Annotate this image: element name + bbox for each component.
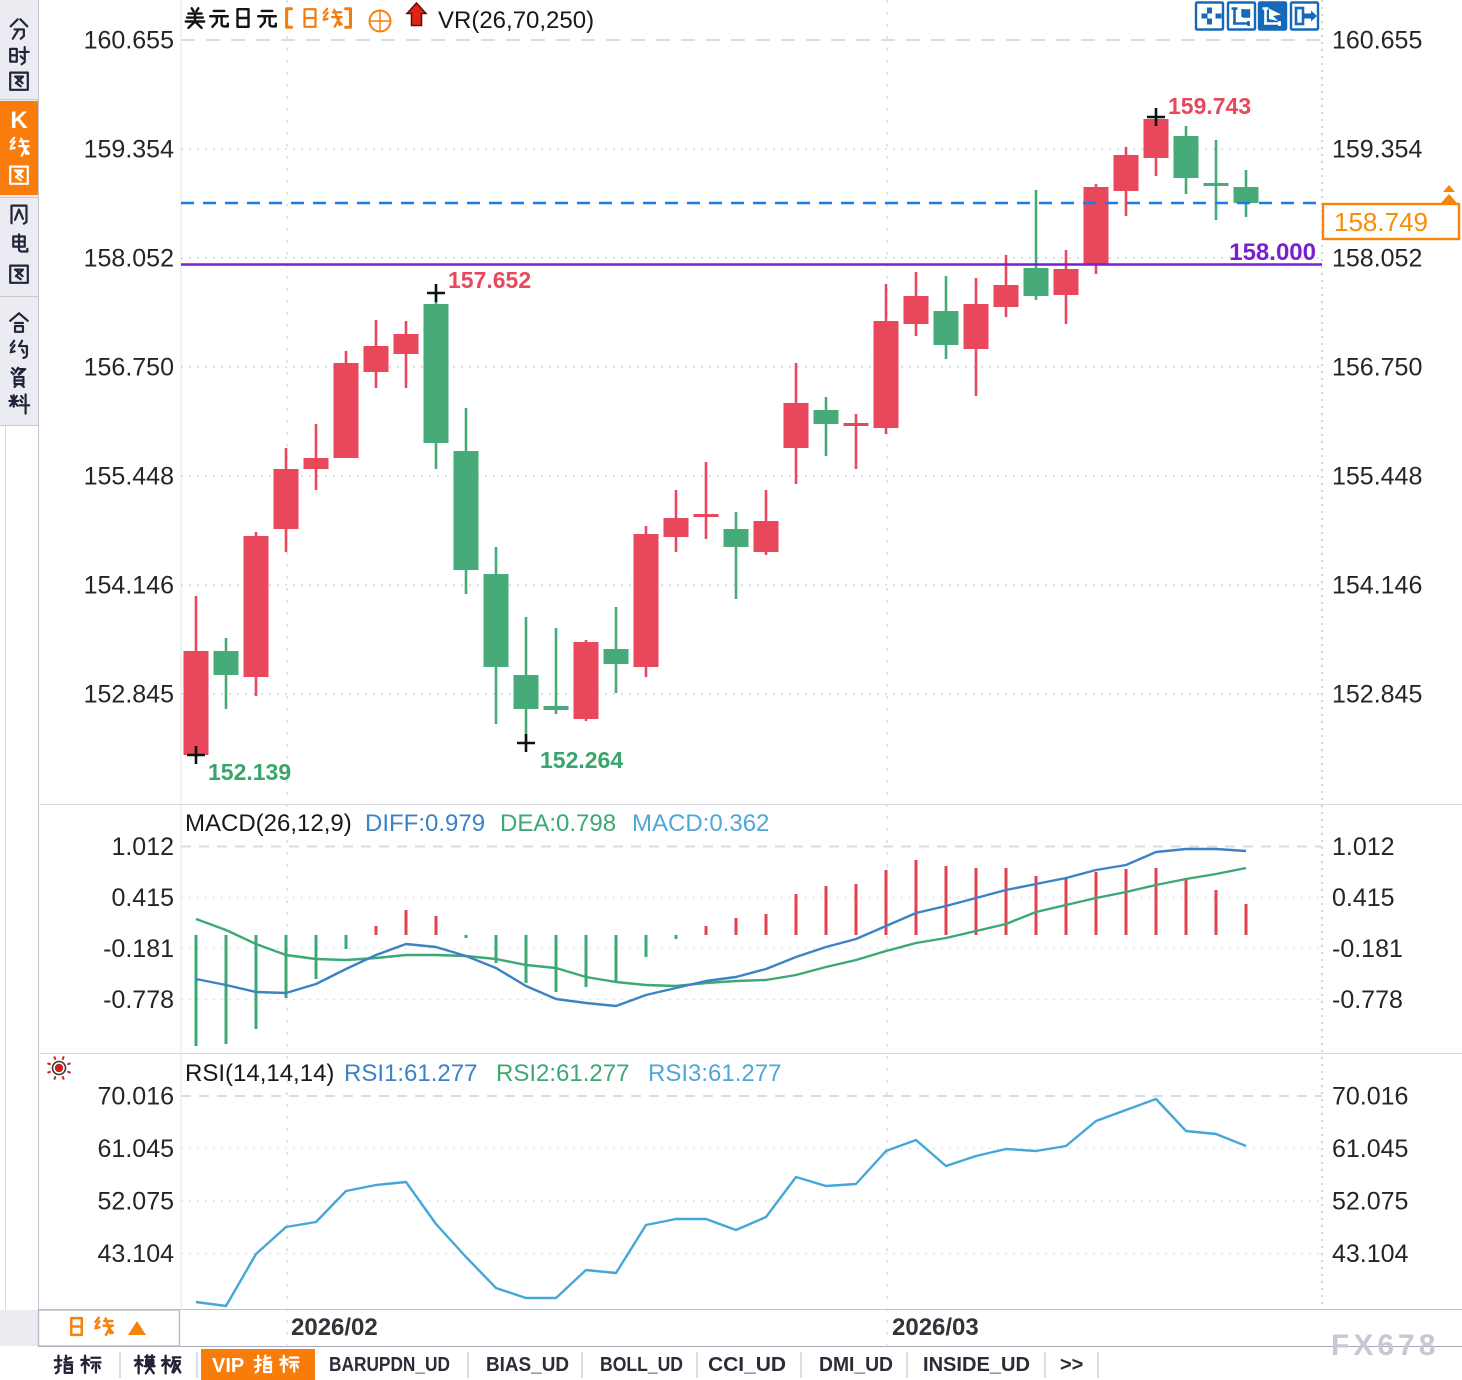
svg-text:VIP: VIP [212, 1355, 244, 1377]
svg-text:MACD:0.362: MACD:0.362 [632, 810, 769, 837]
svg-text:INSIDE_UD: INSIDE_UD [923, 1354, 1030, 1376]
svg-text:156.750: 156.750 [1332, 354, 1422, 382]
svg-text:70.016: 70.016 [1332, 1083, 1408, 1111]
svg-text:FX678: FX678 [1331, 1329, 1439, 1362]
svg-text:155.448: 155.448 [1332, 463, 1422, 491]
svg-text:1.012: 1.012 [111, 833, 174, 861]
svg-text:160.655: 160.655 [84, 27, 174, 55]
svg-text:VR(26,70,250): VR(26,70,250) [438, 7, 594, 34]
svg-text:52.075: 52.075 [1332, 1188, 1408, 1216]
svg-text:61.045: 61.045 [98, 1135, 174, 1163]
svg-text:156.750: 156.750 [84, 354, 174, 382]
svg-text:159.354: 159.354 [1332, 136, 1422, 164]
svg-text:CCI_UD: CCI_UD [708, 1354, 786, 1376]
svg-text:155.448: 155.448 [84, 463, 174, 491]
svg-text:158.052: 158.052 [1332, 245, 1422, 273]
svg-text:70.016: 70.016 [98, 1083, 174, 1111]
svg-text:2026/03: 2026/03 [892, 1314, 979, 1341]
svg-text:-0.778: -0.778 [103, 986, 174, 1014]
svg-text:RSI1:61.277: RSI1:61.277 [344, 1060, 477, 1087]
svg-text:DMI_UD: DMI_UD [819, 1354, 893, 1376]
svg-text:DIFF:0.979: DIFF:0.979 [365, 810, 485, 837]
svg-text:RSI3:61.277: RSI3:61.277 [648, 1060, 781, 1087]
svg-text:158.749: 158.749 [1334, 207, 1428, 237]
svg-text:0.415: 0.415 [1332, 884, 1395, 912]
svg-text:0.415: 0.415 [111, 884, 174, 912]
svg-text:158.052: 158.052 [84, 245, 174, 273]
svg-text:52.075: 52.075 [98, 1188, 174, 1216]
svg-text:152.139: 152.139 [208, 759, 291, 785]
svg-text:157.652: 157.652 [448, 267, 531, 293]
svg-text:160.655: 160.655 [1332, 27, 1422, 55]
svg-text:2026/02: 2026/02 [291, 1314, 378, 1341]
svg-text:-0.181: -0.181 [1332, 935, 1403, 963]
svg-text:>>: >> [1060, 1354, 1083, 1376]
svg-text:RSI2:61.277: RSI2:61.277 [496, 1060, 629, 1087]
svg-text:61.045: 61.045 [1332, 1135, 1408, 1163]
svg-text:154.146: 154.146 [1332, 572, 1422, 600]
svg-text:152.845: 152.845 [1332, 681, 1422, 709]
svg-text:43.104: 43.104 [1332, 1240, 1409, 1268]
svg-text:158.000: 158.000 [1229, 239, 1316, 266]
svg-text:RSI(14,14,14): RSI(14,14,14) [185, 1060, 334, 1087]
svg-text:DEA:0.798: DEA:0.798 [500, 810, 616, 837]
svg-text:159.354: 159.354 [84, 136, 174, 164]
svg-text:159.743: 159.743 [1168, 93, 1251, 119]
svg-text:152.264: 152.264 [540, 747, 623, 773]
svg-text:BOLL_UD: BOLL_UD [600, 1354, 683, 1376]
svg-text:-0.778: -0.778 [1332, 986, 1403, 1014]
svg-text:BARUPDN_UD: BARUPDN_UD [329, 1354, 450, 1376]
svg-text:43.104: 43.104 [98, 1240, 175, 1268]
svg-text:154.146: 154.146 [84, 572, 174, 600]
svg-text:BIAS_UD: BIAS_UD [486, 1354, 569, 1376]
svg-text:-0.181: -0.181 [103, 935, 174, 963]
svg-text:1.012: 1.012 [1332, 833, 1395, 861]
svg-text:K: K [10, 107, 28, 134]
svg-text:MACD(26,12,9): MACD(26,12,9) [185, 810, 352, 837]
svg-text:152.845: 152.845 [84, 681, 174, 709]
